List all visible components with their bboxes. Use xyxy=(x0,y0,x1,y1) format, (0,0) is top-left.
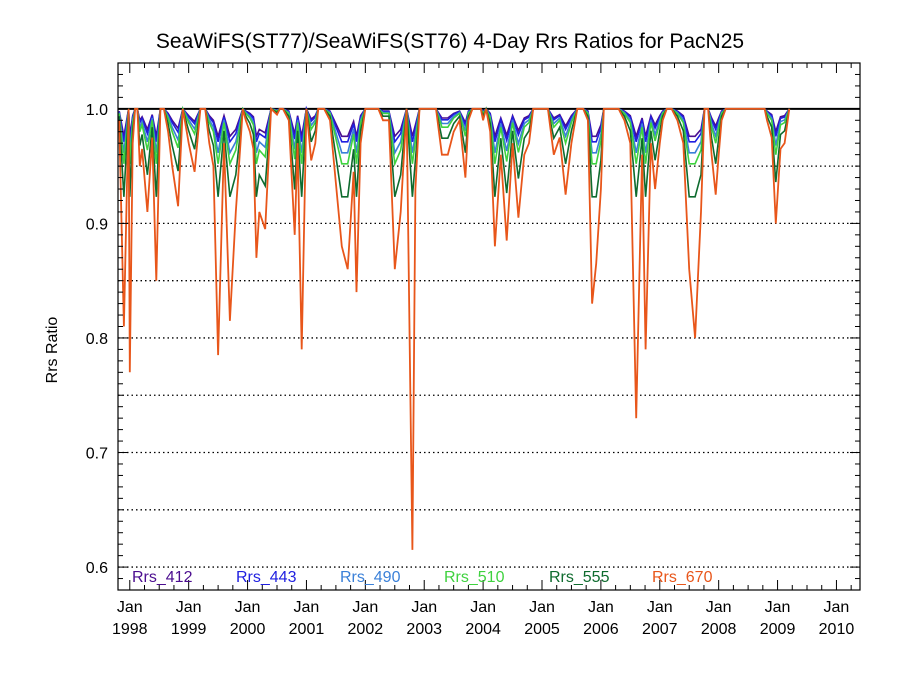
y-tick-label: 0.7 xyxy=(86,446,108,463)
x-tick-label-year: 2000 xyxy=(230,621,266,638)
x-tick-label-month: Jan xyxy=(411,599,437,616)
y-tick-label: 0.9 xyxy=(86,216,108,233)
series-line-rrs-443 xyxy=(118,105,790,144)
x-tick-label-year: 2005 xyxy=(524,621,560,638)
x-tick-label-month: Jan xyxy=(529,599,555,616)
x-tick-label-month: Jan xyxy=(824,599,850,616)
y-tick-label: 1.0 xyxy=(86,102,108,119)
series-line-rrs-555 xyxy=(118,106,791,198)
x-tick-label-year: 2009 xyxy=(760,621,796,638)
x-tick-label-year: 2007 xyxy=(642,621,678,638)
legend-entry-rrs-670: Rrs_670 xyxy=(652,569,713,586)
x-tick-label-year: 2008 xyxy=(701,621,737,638)
legend-entry-rrs-412: Rrs_412 xyxy=(132,569,193,586)
grid-lines xyxy=(118,107,860,568)
axes: 0.6 0.7 0.8 0.9 1.0 Jan 1998 Jan 1999 Jan 2000 Jan 2… xyxy=(86,62,861,638)
x-tick-label-month: Jan xyxy=(176,599,202,616)
y-tick-label: 0.6 xyxy=(86,560,108,577)
legend-entry-rrs-510: Rrs_510 xyxy=(444,569,505,586)
y-tick-label: 0.8 xyxy=(86,331,108,348)
x-tick-label-year: 2001 xyxy=(289,621,325,638)
x-tick-label-year: 2006 xyxy=(583,621,619,638)
series-layer xyxy=(118,105,791,550)
series-line-rrs-670 xyxy=(118,106,791,550)
x-tick-label-month: Jan xyxy=(470,599,496,616)
x-tick-label-month: Jan xyxy=(235,599,261,616)
x-tick-label-month: Jan xyxy=(117,599,143,616)
x-tick-label-month: Jan xyxy=(294,599,320,616)
legend-entry-rrs-555: Rrs_555 xyxy=(549,569,610,586)
legend-entry-rrs-443: Rrs_443 xyxy=(236,569,297,586)
x-tick-label-year: 2002 xyxy=(348,621,384,638)
x-tick-label-month: Jan xyxy=(706,599,732,616)
x-tick-label-year: 1999 xyxy=(171,621,207,638)
x-tick-label-year: 2003 xyxy=(406,621,442,638)
x-tick-label-year: 2004 xyxy=(465,621,501,638)
legend-entry-rrs-490: Rrs_490 xyxy=(340,569,401,586)
series-line-rrs-510 xyxy=(118,105,791,167)
x-tick-label-month: Jan xyxy=(588,599,614,616)
x-tick-label-year: 2010 xyxy=(819,621,855,638)
x-tick-label-month: Jan xyxy=(765,599,791,616)
x-tick-label-year: 1998 xyxy=(112,621,148,638)
x-tick-label-month: Jan xyxy=(647,599,673,616)
x-tick-label-month: Jan xyxy=(352,599,378,616)
legend: Rrs_412 Rrs_443 Rrs_490 Rrs_510 Rrs_555 Rrs_6… xyxy=(132,569,713,586)
chart-title: SeaWiFS(ST77)/SeaWiFS(ST76) 4-Day Rrs Ra… xyxy=(155,30,745,53)
